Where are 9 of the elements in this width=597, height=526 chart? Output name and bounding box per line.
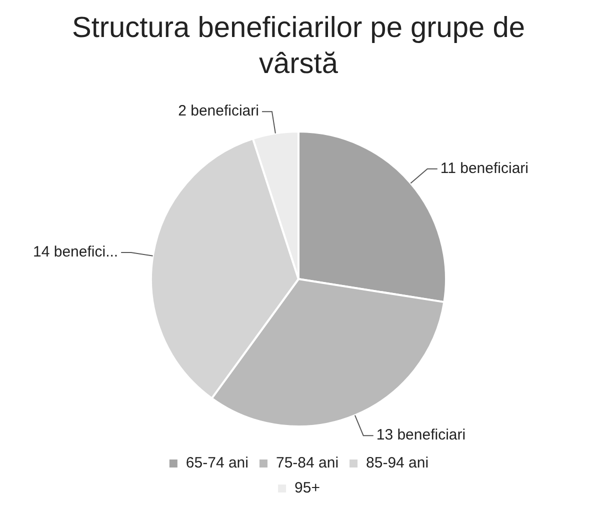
data-label: 11 beneficiari — [440, 160, 529, 178]
chart-title: Structura beneficiarilor pe grupe de vârstă — [71, 11, 526, 82]
legend-label: 85-94 ani — [366, 454, 429, 472]
data-label: 2 beneficiari — [178, 102, 259, 120]
legend-label: 95+ — [294, 480, 320, 497]
data-label: 13 beneficiari — [376, 426, 466, 444]
data-label: 14 benefici... — [33, 244, 118, 261]
legend-label: 65-74 ani — [186, 454, 248, 472]
legend-label: 75-84 ani — [276, 454, 339, 472]
